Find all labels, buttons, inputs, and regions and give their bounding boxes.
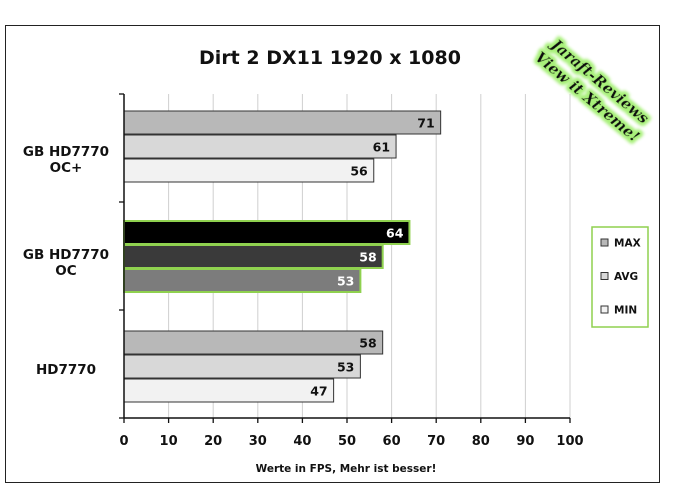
- x-axis-title: Werte in FPS, Mehr ist besser!: [256, 463, 437, 475]
- category-label: GB HD7770: [23, 144, 109, 160]
- category-label: OC+: [50, 160, 83, 176]
- chart-title: Dirt 2 DX11 1920 x 1080: [199, 47, 461, 69]
- data-label: 56: [350, 164, 368, 179]
- legend-swatch: [600, 272, 609, 280]
- x-tick-label: 70: [427, 434, 445, 449]
- x-tick-label: 80: [472, 434, 490, 449]
- data-label: 64: [386, 226, 404, 241]
- category-label: HD7770: [36, 362, 96, 378]
- legend-label: MIN: [614, 305, 637, 317]
- bar: [123, 158, 375, 183]
- legend-label: MAX: [614, 238, 641, 250]
- watermark: Jaraft-Reviews View it Xtreme!: [531, 34, 652, 146]
- legend-label: AVG: [614, 271, 638, 283]
- data-label: 71: [417, 116, 434, 131]
- x-axis: 0 10 20 30 40 50 60 70 80 90 100: [119, 93, 584, 449]
- x-tick-label: 10: [160, 434, 178, 449]
- bar: [123, 354, 361, 379]
- bar: [123, 220, 411, 245]
- legend-swatch: [600, 305, 609, 314]
- x-tick-label: 20: [204, 434, 222, 449]
- bars: 71 61 56 64 58 53 58 53 47: [123, 110, 442, 403]
- x-tick-label: 30: [249, 434, 267, 449]
- data-label: 58: [359, 250, 376, 265]
- data-label: 53: [337, 360, 354, 375]
- category-label: OC: [55, 263, 76, 279]
- bar: [123, 330, 384, 355]
- bar: [123, 244, 384, 269]
- x-tick-label: 40: [293, 434, 311, 449]
- data-label: 61: [373, 140, 390, 155]
- x-tick-label: 50: [338, 434, 356, 449]
- x-tick-label: 90: [516, 434, 534, 449]
- x-tick-label: 60: [383, 434, 401, 449]
- data-label: 47: [310, 384, 327, 399]
- bar: [123, 110, 442, 135]
- data-label: 58: [359, 336, 376, 351]
- bar: [123, 268, 362, 293]
- category-label: GB HD7770: [23, 247, 109, 263]
- x-tick-label: 100: [556, 434, 583, 449]
- x-tick-label: 0: [119, 434, 128, 449]
- bar: [123, 134, 397, 159]
- data-label: 53: [337, 274, 354, 289]
- bar: [123, 378, 335, 403]
- legend: MAX AVG MIN: [591, 226, 649, 328]
- legend-swatch: [600, 238, 609, 247]
